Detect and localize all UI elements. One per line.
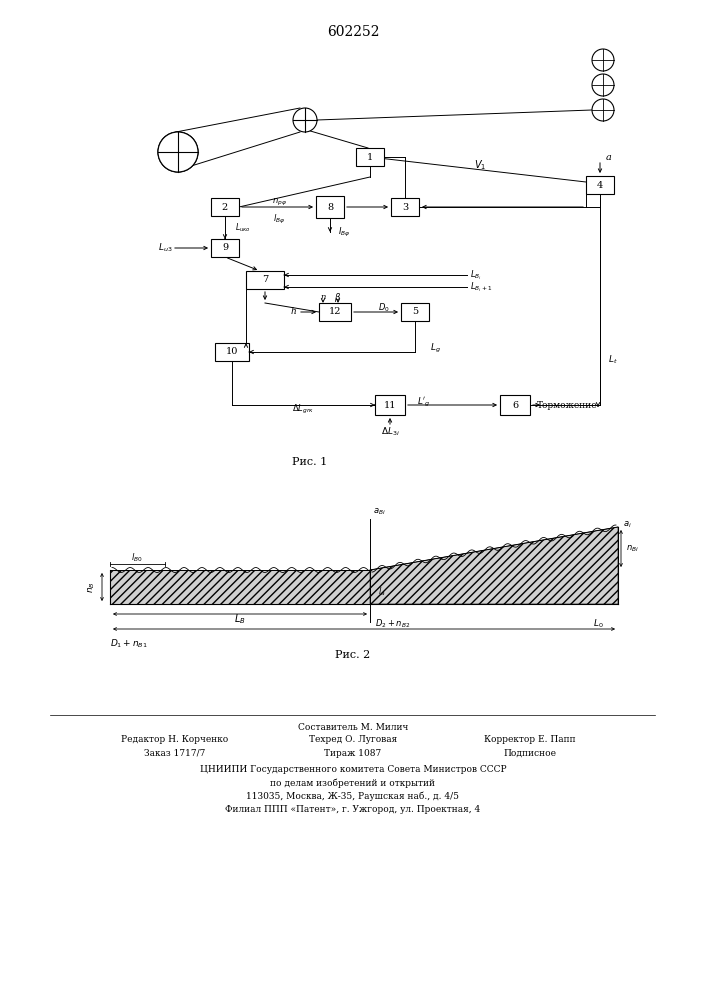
Text: 8: 8 (327, 202, 333, 212)
Text: $n_B$: $n_B$ (87, 581, 98, 593)
Bar (356, 148, 384, 166)
Text: $L_{B_i+1}$: $L_{B_i+1}$ (470, 280, 492, 294)
Polygon shape (370, 527, 618, 604)
Text: n: n (320, 293, 326, 301)
Bar (586, 176, 614, 194)
Text: h: h (291, 308, 296, 316)
Text: $L'_g$: $L'_g$ (417, 395, 431, 409)
Bar (211, 239, 239, 257)
Text: 602252: 602252 (327, 25, 379, 39)
Text: $D_0$: $D_0$ (378, 302, 390, 314)
Text: 4: 4 (597, 180, 603, 190)
Text: $L_{u3}$: $L_{u3}$ (158, 242, 172, 254)
Text: 9: 9 (222, 243, 228, 252)
Text: Тираж 1087: Тираж 1087 (325, 748, 382, 758)
Text: Рис. 1: Рис. 1 (293, 457, 327, 467)
Text: $L_0$: $L_0$ (592, 618, 603, 630)
Bar (211, 198, 239, 216)
Text: Редактор Н. Корченко: Редактор Н. Корченко (122, 736, 228, 744)
Text: $I_{B\varphi}$: $I_{B\varphi}$ (338, 225, 350, 239)
Text: Филиал ППП «Патент», г. Ужгород, ул. Проектная, 4: Филиал ППП «Патент», г. Ужгород, ул. Про… (226, 804, 481, 814)
Bar (316, 196, 344, 218)
Bar (215, 343, 249, 361)
Text: 113035, Москва, Ж-35, Раушская наб., д. 4/5: 113035, Москва, Ж-35, Раушская наб., д. … (247, 791, 460, 801)
Text: $D_2+n_{B2}$: $D_2+n_{B2}$ (375, 618, 410, 630)
Circle shape (158, 132, 198, 172)
Text: Подписное: Подписное (503, 748, 556, 758)
Text: Корректор Е. Папп: Корректор Е. Папп (484, 736, 575, 744)
Text: 3: 3 (402, 202, 408, 212)
Circle shape (592, 99, 614, 121)
Text: $l_{B0}$: $l_{B0}$ (132, 552, 143, 564)
Text: $a_i$: $a_i$ (623, 520, 632, 530)
Bar (375, 395, 405, 415)
Text: $\Delta L_{3i}$: $\Delta L_{3i}$ (380, 426, 399, 438)
Text: Составитель М. Милич: Составитель М. Милич (298, 724, 408, 732)
Text: 5: 5 (412, 308, 418, 316)
Text: Торможение: Торможение (537, 400, 597, 410)
Text: 7: 7 (262, 275, 268, 284)
Text: $L_{u\kappa o}$: $L_{u\kappa o}$ (235, 222, 251, 234)
Text: 10: 10 (226, 348, 238, 357)
Text: Техред О. Луговая: Техред О. Луговая (309, 736, 397, 744)
Text: a: a (606, 152, 612, 161)
Text: $n_{p\varphi}$: $n_{p\varphi}$ (271, 196, 286, 208)
Text: $D_1+n_{B1}$: $D_1+n_{B1}$ (110, 638, 148, 650)
Text: $a_{Bi}$: $a_{Bi}$ (373, 507, 386, 517)
Text: ЦНИИПИ Государственного комитета Совета Министров СССР: ЦНИИПИ Государственного комитета Совета … (199, 766, 506, 774)
Text: $\beta$: $\beta$ (334, 290, 341, 304)
Circle shape (293, 108, 317, 132)
Text: $l_a$: $l_a$ (378, 586, 385, 598)
Text: $l_{B\varphi}$: $l_{B\varphi}$ (273, 212, 285, 226)
Text: Заказ 1717/7: Заказ 1717/7 (144, 748, 206, 758)
Text: $L_B$: $L_B$ (234, 612, 246, 626)
Bar (246, 271, 284, 289)
Text: $L_{B_i}$: $L_{B_i}$ (470, 268, 481, 282)
Circle shape (592, 74, 614, 96)
Text: 11: 11 (384, 400, 396, 410)
Text: Рис. 2: Рис. 2 (335, 650, 370, 660)
Text: $L_g$: $L_g$ (430, 341, 440, 355)
Circle shape (592, 49, 614, 71)
Bar (319, 303, 351, 321)
Polygon shape (110, 570, 370, 604)
Text: 2: 2 (222, 202, 228, 212)
Text: по делам изобретений и открытий: по делам изобретений и открытий (271, 778, 436, 788)
Bar (500, 395, 530, 415)
Text: 1: 1 (367, 152, 373, 161)
Circle shape (158, 132, 198, 172)
Text: $L_t$: $L_t$ (608, 354, 618, 366)
Text: $\Delta L_{gr\kappa}$: $\Delta L_{gr\kappa}$ (292, 402, 314, 416)
Text: 6: 6 (512, 400, 518, 410)
Text: $n_{Bi}$: $n_{Bi}$ (626, 543, 639, 554)
Bar (401, 303, 429, 321)
Bar (391, 198, 419, 216)
Text: 12: 12 (329, 308, 341, 316)
Text: $V_1$: $V_1$ (474, 158, 486, 172)
